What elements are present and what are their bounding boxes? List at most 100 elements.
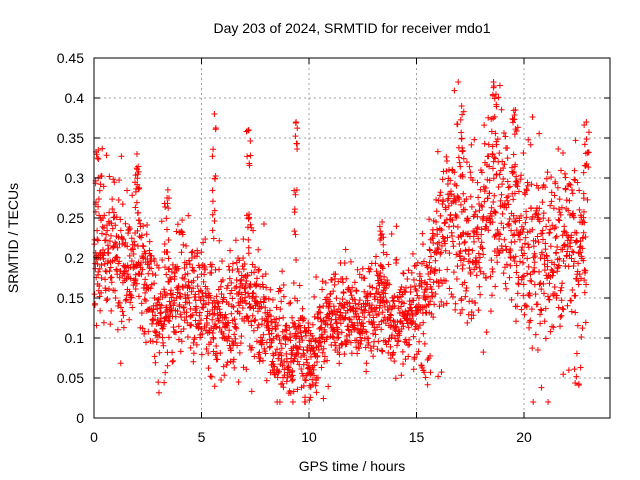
data-point <box>255 267 262 274</box>
data-point <box>416 295 423 302</box>
data-point <box>487 273 494 280</box>
data-point <box>188 288 195 295</box>
data-point <box>160 321 167 328</box>
data-point <box>351 279 358 286</box>
data-point <box>201 271 208 278</box>
data-point <box>373 268 380 275</box>
data-point <box>489 292 496 299</box>
data-point <box>548 198 555 205</box>
data-point <box>210 146 217 153</box>
data-point <box>427 369 434 376</box>
data-point <box>153 339 160 346</box>
data-point <box>408 301 415 308</box>
data-point <box>210 235 217 242</box>
data-point <box>265 295 272 302</box>
data-point <box>311 313 318 320</box>
data-point <box>435 283 442 290</box>
data-point <box>542 240 549 247</box>
data-point <box>570 214 577 221</box>
data-point <box>366 268 373 275</box>
data-point <box>130 264 137 271</box>
data-point <box>457 310 464 317</box>
data-point <box>221 372 228 379</box>
data-point <box>419 230 426 237</box>
data-point <box>208 324 215 331</box>
data-point <box>202 236 209 243</box>
data-point <box>435 246 442 253</box>
data-point <box>103 297 110 304</box>
data-point <box>231 364 238 371</box>
data-point <box>506 183 513 190</box>
y-tick-label: 0.3 <box>65 170 85 186</box>
data-point <box>197 317 204 324</box>
data-point <box>294 386 301 393</box>
data-point <box>239 304 246 311</box>
data-point <box>522 219 529 226</box>
data-point <box>427 268 434 275</box>
x-tick-label: 0 <box>90 429 98 445</box>
data-point <box>331 307 338 314</box>
data-point <box>287 330 294 337</box>
data-point <box>99 145 106 152</box>
data-point <box>96 212 103 219</box>
data-point <box>573 229 580 236</box>
data-point <box>415 348 422 355</box>
data-point <box>443 168 450 175</box>
data-point <box>192 317 199 324</box>
data-point <box>558 312 565 319</box>
data-point <box>537 311 544 318</box>
data-point <box>336 300 343 307</box>
data-point <box>107 274 114 281</box>
data-point <box>424 281 431 288</box>
data-point <box>453 251 460 258</box>
data-point <box>410 366 417 373</box>
data-point <box>545 293 552 300</box>
y-tick-label: 0.15 <box>57 290 84 306</box>
data-point <box>583 119 590 125</box>
data-point <box>534 346 541 353</box>
data-point <box>582 233 589 240</box>
data-point <box>179 283 186 290</box>
data-point <box>152 272 159 279</box>
data-point <box>430 314 437 321</box>
data-point <box>557 287 564 294</box>
data-point <box>230 356 237 363</box>
data-point <box>393 324 400 331</box>
data-point <box>461 256 468 263</box>
data-point <box>576 206 583 213</box>
data-point <box>572 137 579 144</box>
data-point <box>194 274 201 281</box>
data-point <box>520 292 527 299</box>
data-point <box>553 233 560 240</box>
data-point <box>109 196 116 203</box>
data-point <box>391 358 398 365</box>
data-point <box>249 344 256 351</box>
data-point <box>515 281 522 288</box>
data-point <box>94 155 101 162</box>
data-point <box>393 256 400 263</box>
data-point <box>317 315 324 322</box>
data-point <box>374 346 381 353</box>
data-point <box>185 278 192 285</box>
data-point <box>465 217 472 224</box>
data-point <box>483 223 490 230</box>
data-point <box>225 319 232 326</box>
data-point <box>449 293 456 300</box>
data-point <box>550 269 557 276</box>
data-point <box>189 248 196 255</box>
data-point <box>243 278 250 285</box>
data-point <box>275 355 282 362</box>
data-point <box>256 266 263 273</box>
data-point <box>420 319 427 326</box>
data-point <box>225 301 232 308</box>
data-point <box>370 330 377 337</box>
data-point <box>411 354 418 361</box>
data-point <box>394 342 401 349</box>
data-point <box>268 330 275 337</box>
data-point <box>513 127 520 134</box>
data-point <box>498 106 505 113</box>
data-point <box>513 269 520 276</box>
data-point <box>257 355 264 362</box>
data-point <box>380 249 387 256</box>
data-point <box>529 114 536 121</box>
